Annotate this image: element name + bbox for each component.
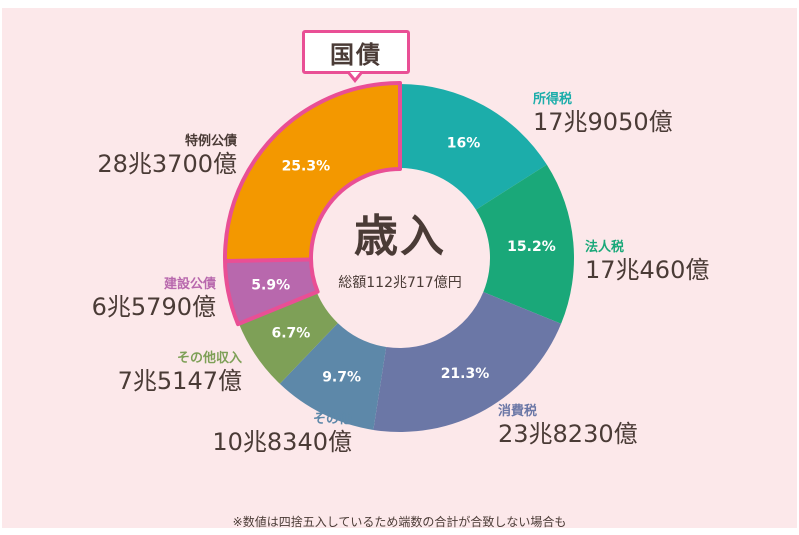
label-amount: 7兆5147億 [117,367,242,395]
callout-tail [347,73,363,83]
percent-label-1: 15.2% [507,239,556,255]
slice-0 [400,84,547,210]
bond-highlight-outline [223,81,402,327]
label-corporate-tax: 法人税 17兆460億 [585,236,709,285]
label-name: 特例公債 [184,134,237,149]
label-consumption-tax: 消費税 23兆8230億 [498,400,638,449]
bond-divider [225,257,311,264]
label-other: その他 10兆8340億 [212,408,352,457]
label-name: 所得税 [533,92,573,107]
percent-label-0: 16% [447,135,481,151]
label-amount: 23兆8230億 [498,420,638,448]
label-construction-bond: 建設公債 6兆5790億 [92,273,216,322]
slice-3 [279,323,387,430]
chart-title: 歳入 [354,211,446,262]
chart-total: 総額112兆717億円 [338,275,462,291]
label-amount: 17兆9050億 [533,108,673,136]
label-name: その他 [312,412,352,427]
government-bond-callout: 国債 [302,30,410,74]
label-name: 消費税 [498,404,538,419]
label-name: その他収入 [176,351,242,366]
slice-5 [226,259,317,324]
slice-1 [475,164,574,324]
label-other-revenue: その他収入 7兆5147億 [118,347,242,396]
label-name: 法人税 [585,240,625,255]
label-amount: 10兆8340億 [212,428,352,456]
percent-label-5: 5.9% [251,278,290,294]
callout-tail-inner [350,72,360,78]
callout-label: 国債 [330,40,382,69]
percent-label-4: 6.7% [271,325,310,341]
slice-2 [373,292,562,432]
label-amount: 6兆5790億 [91,293,216,321]
label-special-bond: 特例公債 28兆3700億 [97,130,237,179]
percent-label-3: 9.7% [322,369,361,385]
label-income-tax: 所得税 17兆9050億 [533,88,673,137]
percent-label-6: 25.3% [282,158,331,174]
footnote: ※数値は四捨五入しているため端数の合計が合致しない場合も [232,515,567,529]
percent-label-2: 21.3% [441,366,490,382]
label-amount: 28兆3700億 [97,150,237,178]
slice-6 [226,84,400,262]
label-name: 建設公債 [163,277,216,292]
label-amount: 17兆460億 [585,256,710,284]
